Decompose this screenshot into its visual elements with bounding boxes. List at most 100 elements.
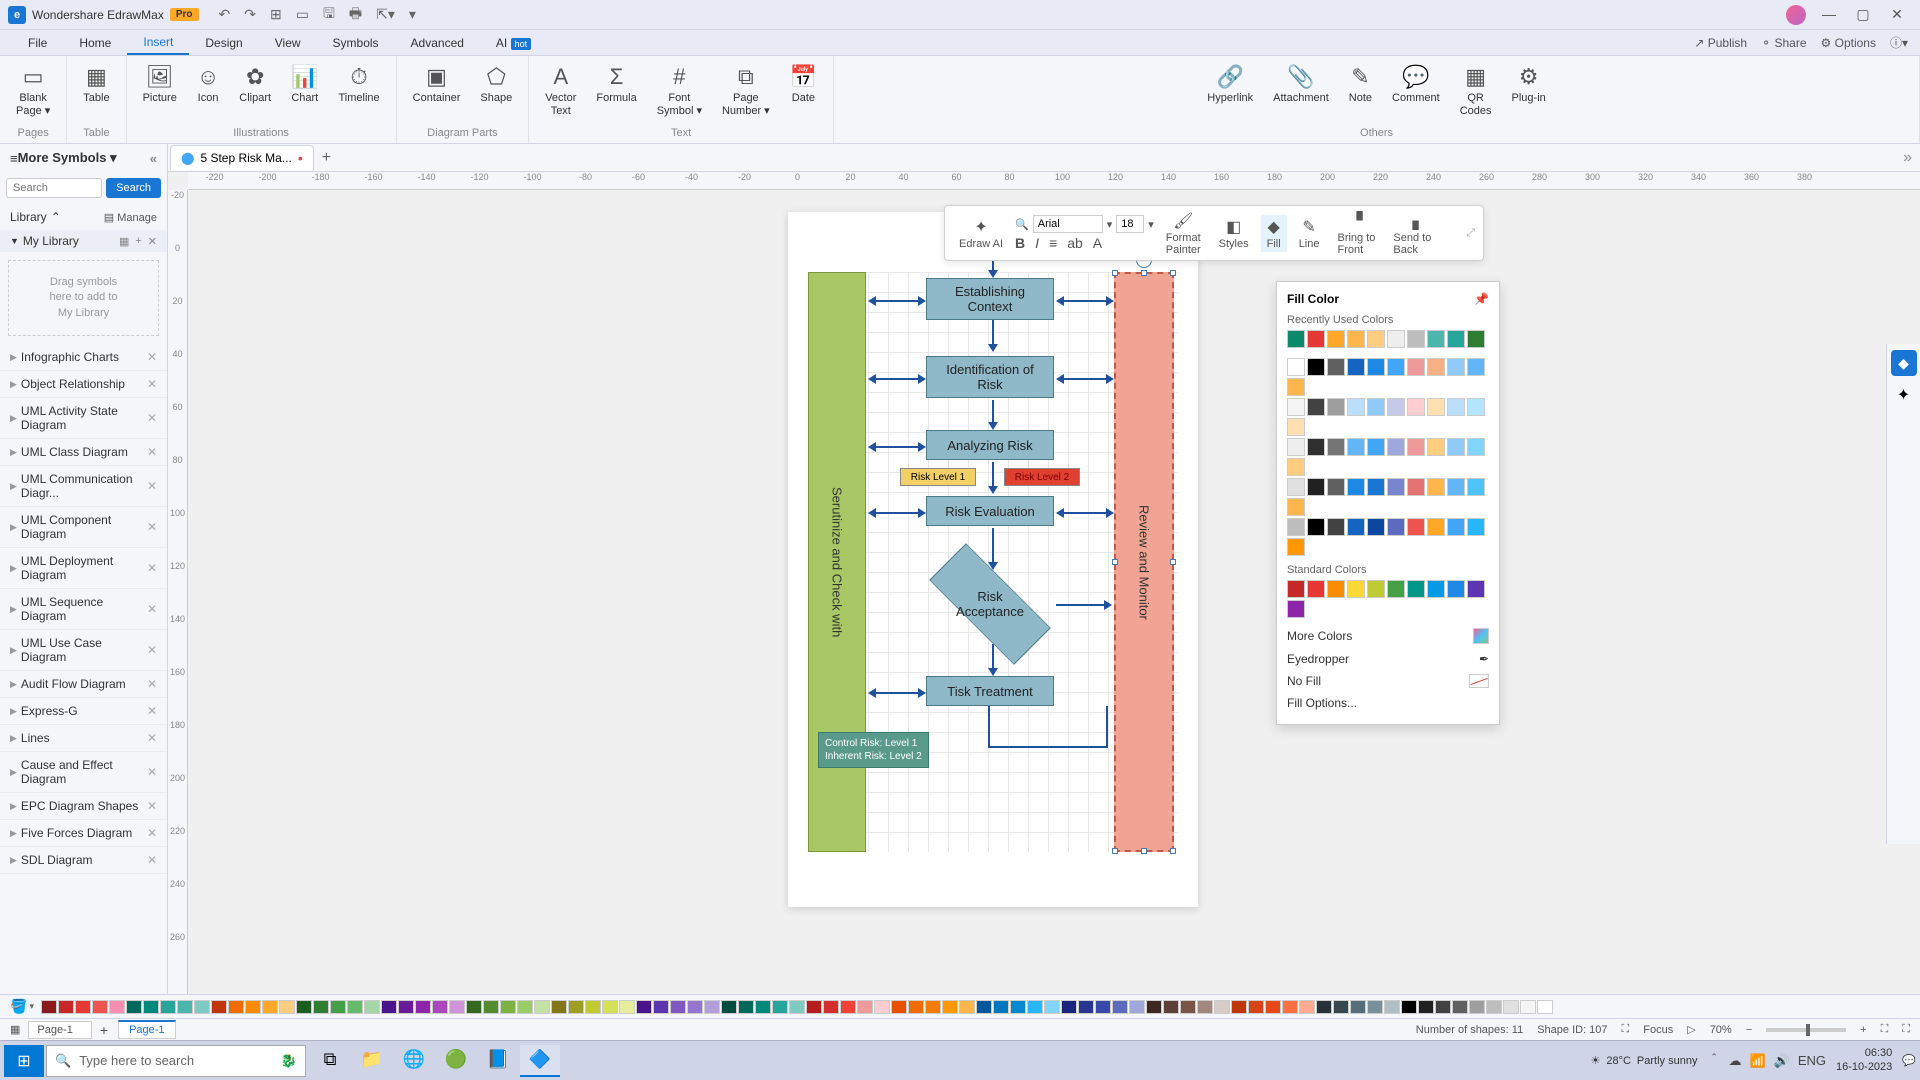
document-tab[interactable]: ⬤ 5 Step Risk Ma... • [170, 145, 314, 170]
color-swatch[interactable] [1287, 600, 1305, 618]
color-swatch[interactable] [1427, 330, 1445, 348]
color-swatch[interactable] [1327, 358, 1345, 376]
save-icon[interactable]: 🖫 [323, 3, 335, 27]
ribbon-qr[interactable]: ▦QRCodes [1454, 60, 1498, 122]
expand-right-icon[interactable]: » [1903, 149, 1912, 167]
box-establishing-context[interactable]: EstablishingContext [926, 278, 1054, 320]
line-button[interactable]: ✎Line [1293, 215, 1326, 252]
font-size-input[interactable] [1116, 215, 1144, 233]
color-strip-swatch[interactable] [330, 1000, 346, 1014]
color-strip-swatch[interactable] [1265, 1000, 1281, 1014]
color-strip-swatch[interactable] [891, 1000, 907, 1014]
word-button[interactable]: 📘 [478, 1045, 518, 1077]
color-strip-swatch[interactable] [1027, 1000, 1043, 1014]
color-strip-swatch[interactable] [806, 1000, 822, 1014]
color-strip-swatch[interactable] [1112, 1000, 1128, 1014]
color-strip-swatch[interactable] [976, 1000, 992, 1014]
fit-page-icon[interactable]: ⛶ [1881, 1023, 1889, 1036]
menu-insert[interactable]: Insert [127, 31, 189, 55]
color-swatch[interactable] [1327, 518, 1345, 536]
color-strip-swatch[interactable] [109, 1000, 125, 1014]
mylib-close-icon[interactable]: ✕ [148, 235, 157, 248]
color-strip-swatch[interactable] [789, 1000, 805, 1014]
color-strip-swatch[interactable] [296, 1000, 312, 1014]
color-swatch[interactable] [1367, 330, 1385, 348]
color-swatch[interactable] [1347, 330, 1365, 348]
symbol-category[interactable]: ▶Express-G✕ [0, 698, 167, 725]
color-swatch[interactable] [1287, 580, 1305, 598]
color-strip-swatch[interactable] [313, 1000, 329, 1014]
color-strip-swatch[interactable] [160, 1000, 176, 1014]
symbol-category[interactable]: ▶Lines✕ [0, 725, 167, 752]
color-swatch[interactable] [1327, 580, 1345, 598]
color-swatch[interactable] [1287, 518, 1305, 536]
menu-advanced[interactable]: Advanced [395, 32, 480, 54]
color-swatch[interactable] [1427, 398, 1445, 416]
color-swatch[interactable] [1427, 438, 1445, 456]
color-swatch[interactable] [1347, 398, 1365, 416]
onedrive-icon[interactable]: ☁ [1728, 1053, 1741, 1069]
page-tab[interactable]: Page-1 [118, 1020, 175, 1039]
color-strip-swatch[interactable] [1537, 1000, 1553, 1014]
fullscreen-icon[interactable]: ⛶ [1902, 1023, 1910, 1036]
weather-widget[interactable]: ☀28°CPartly sunny [1590, 1054, 1697, 1067]
view-grid-icon[interactable]: ▦ [10, 1023, 20, 1036]
pin-icon[interactable]: 📌 [1474, 292, 1489, 306]
box-evaluation[interactable]: Risk Evaluation [926, 496, 1054, 526]
color-swatch[interactable] [1307, 478, 1325, 496]
color-swatch[interactable] [1367, 398, 1385, 416]
share-link[interactable]: ⚬ Share [1761, 36, 1806, 50]
color-strip-swatch[interactable] [721, 1000, 737, 1014]
color-swatch[interactable] [1427, 478, 1445, 496]
color-strip-swatch[interactable] [228, 1000, 244, 1014]
color-swatch[interactable] [1427, 580, 1445, 598]
zoom-slider[interactable] [1766, 1028, 1846, 1032]
ribbon-page-number[interactable]: ⧉PageNumber ▾ [716, 60, 776, 122]
color-swatch[interactable] [1467, 358, 1485, 376]
color-swatch[interactable] [1347, 518, 1365, 536]
color-swatch[interactable] [1307, 438, 1325, 456]
color-swatch[interactable] [1307, 358, 1325, 376]
zoom-out[interactable]: − [1746, 1024, 1752, 1036]
ribbon-container[interactable]: ▣Container [407, 60, 467, 109]
right-panel-toggle[interactable]: ◆ [1891, 350, 1917, 376]
diamond-acceptance[interactable]: RiskAcceptance [930, 564, 1050, 644]
edge-button[interactable]: 🌐 [394, 1045, 434, 1077]
color-swatch[interactable] [1407, 580, 1425, 598]
ribbon-blank-page[interactable]: ▭BlankPage ▾ [10, 60, 56, 122]
color-strip-swatch[interactable] [908, 1000, 924, 1014]
color-strip-swatch[interactable] [194, 1000, 210, 1014]
color-strip-swatch[interactable] [1401, 1000, 1417, 1014]
color-swatch[interactable] [1307, 518, 1325, 536]
color-strip-swatch[interactable] [347, 1000, 363, 1014]
color-strip-swatch[interactable] [1214, 1000, 1230, 1014]
options-link[interactable]: ⚙ Options [1821, 36, 1876, 50]
color-swatch[interactable] [1347, 580, 1365, 598]
fill-button[interactable]: ◆Fill [1261, 215, 1287, 252]
focus-label[interactable]: Focus [1643, 1024, 1673, 1036]
color-strip-swatch[interactable] [466, 1000, 482, 1014]
taskbar-search[interactable]: 🔍 Type here to search 🐉 [46, 1045, 306, 1077]
italic-button[interactable]: I [1035, 235, 1039, 251]
color-swatch[interactable] [1387, 358, 1405, 376]
format-painter-button[interactable]: 🖌FormatPainter [1160, 209, 1207, 258]
color-strip-swatch[interactable] [1248, 1000, 1264, 1014]
notifications-icon[interactable]: 💬 [1902, 1054, 1916, 1067]
color-strip-swatch[interactable] [1146, 1000, 1162, 1014]
color-strip-swatch[interactable] [381, 1000, 397, 1014]
box-identification[interactable]: Identification ofRisk [926, 356, 1054, 398]
color-strip-swatch[interactable] [959, 1000, 975, 1014]
color-swatch[interactable] [1447, 330, 1465, 348]
color-strip-swatch[interactable] [1469, 1000, 1485, 1014]
color-swatch[interactable] [1347, 358, 1365, 376]
color-strip-swatch[interactable] [245, 1000, 261, 1014]
color-strip-swatch[interactable] [398, 1000, 414, 1014]
color-swatch[interactable] [1467, 518, 1485, 536]
canvas-page[interactable]: Serutinize and Check with Review and Mon… [788, 212, 1198, 907]
color-swatch[interactable] [1387, 518, 1405, 536]
file-explorer-button[interactable]: 📁 [352, 1045, 392, 1077]
color-swatch[interactable] [1367, 580, 1385, 598]
symbol-category[interactable]: ▶Audit Flow Diagram✕ [0, 671, 167, 698]
color-strip-swatch[interactable] [1231, 1000, 1247, 1014]
ribbon-comment[interactable]: 💬Comment [1386, 60, 1446, 109]
